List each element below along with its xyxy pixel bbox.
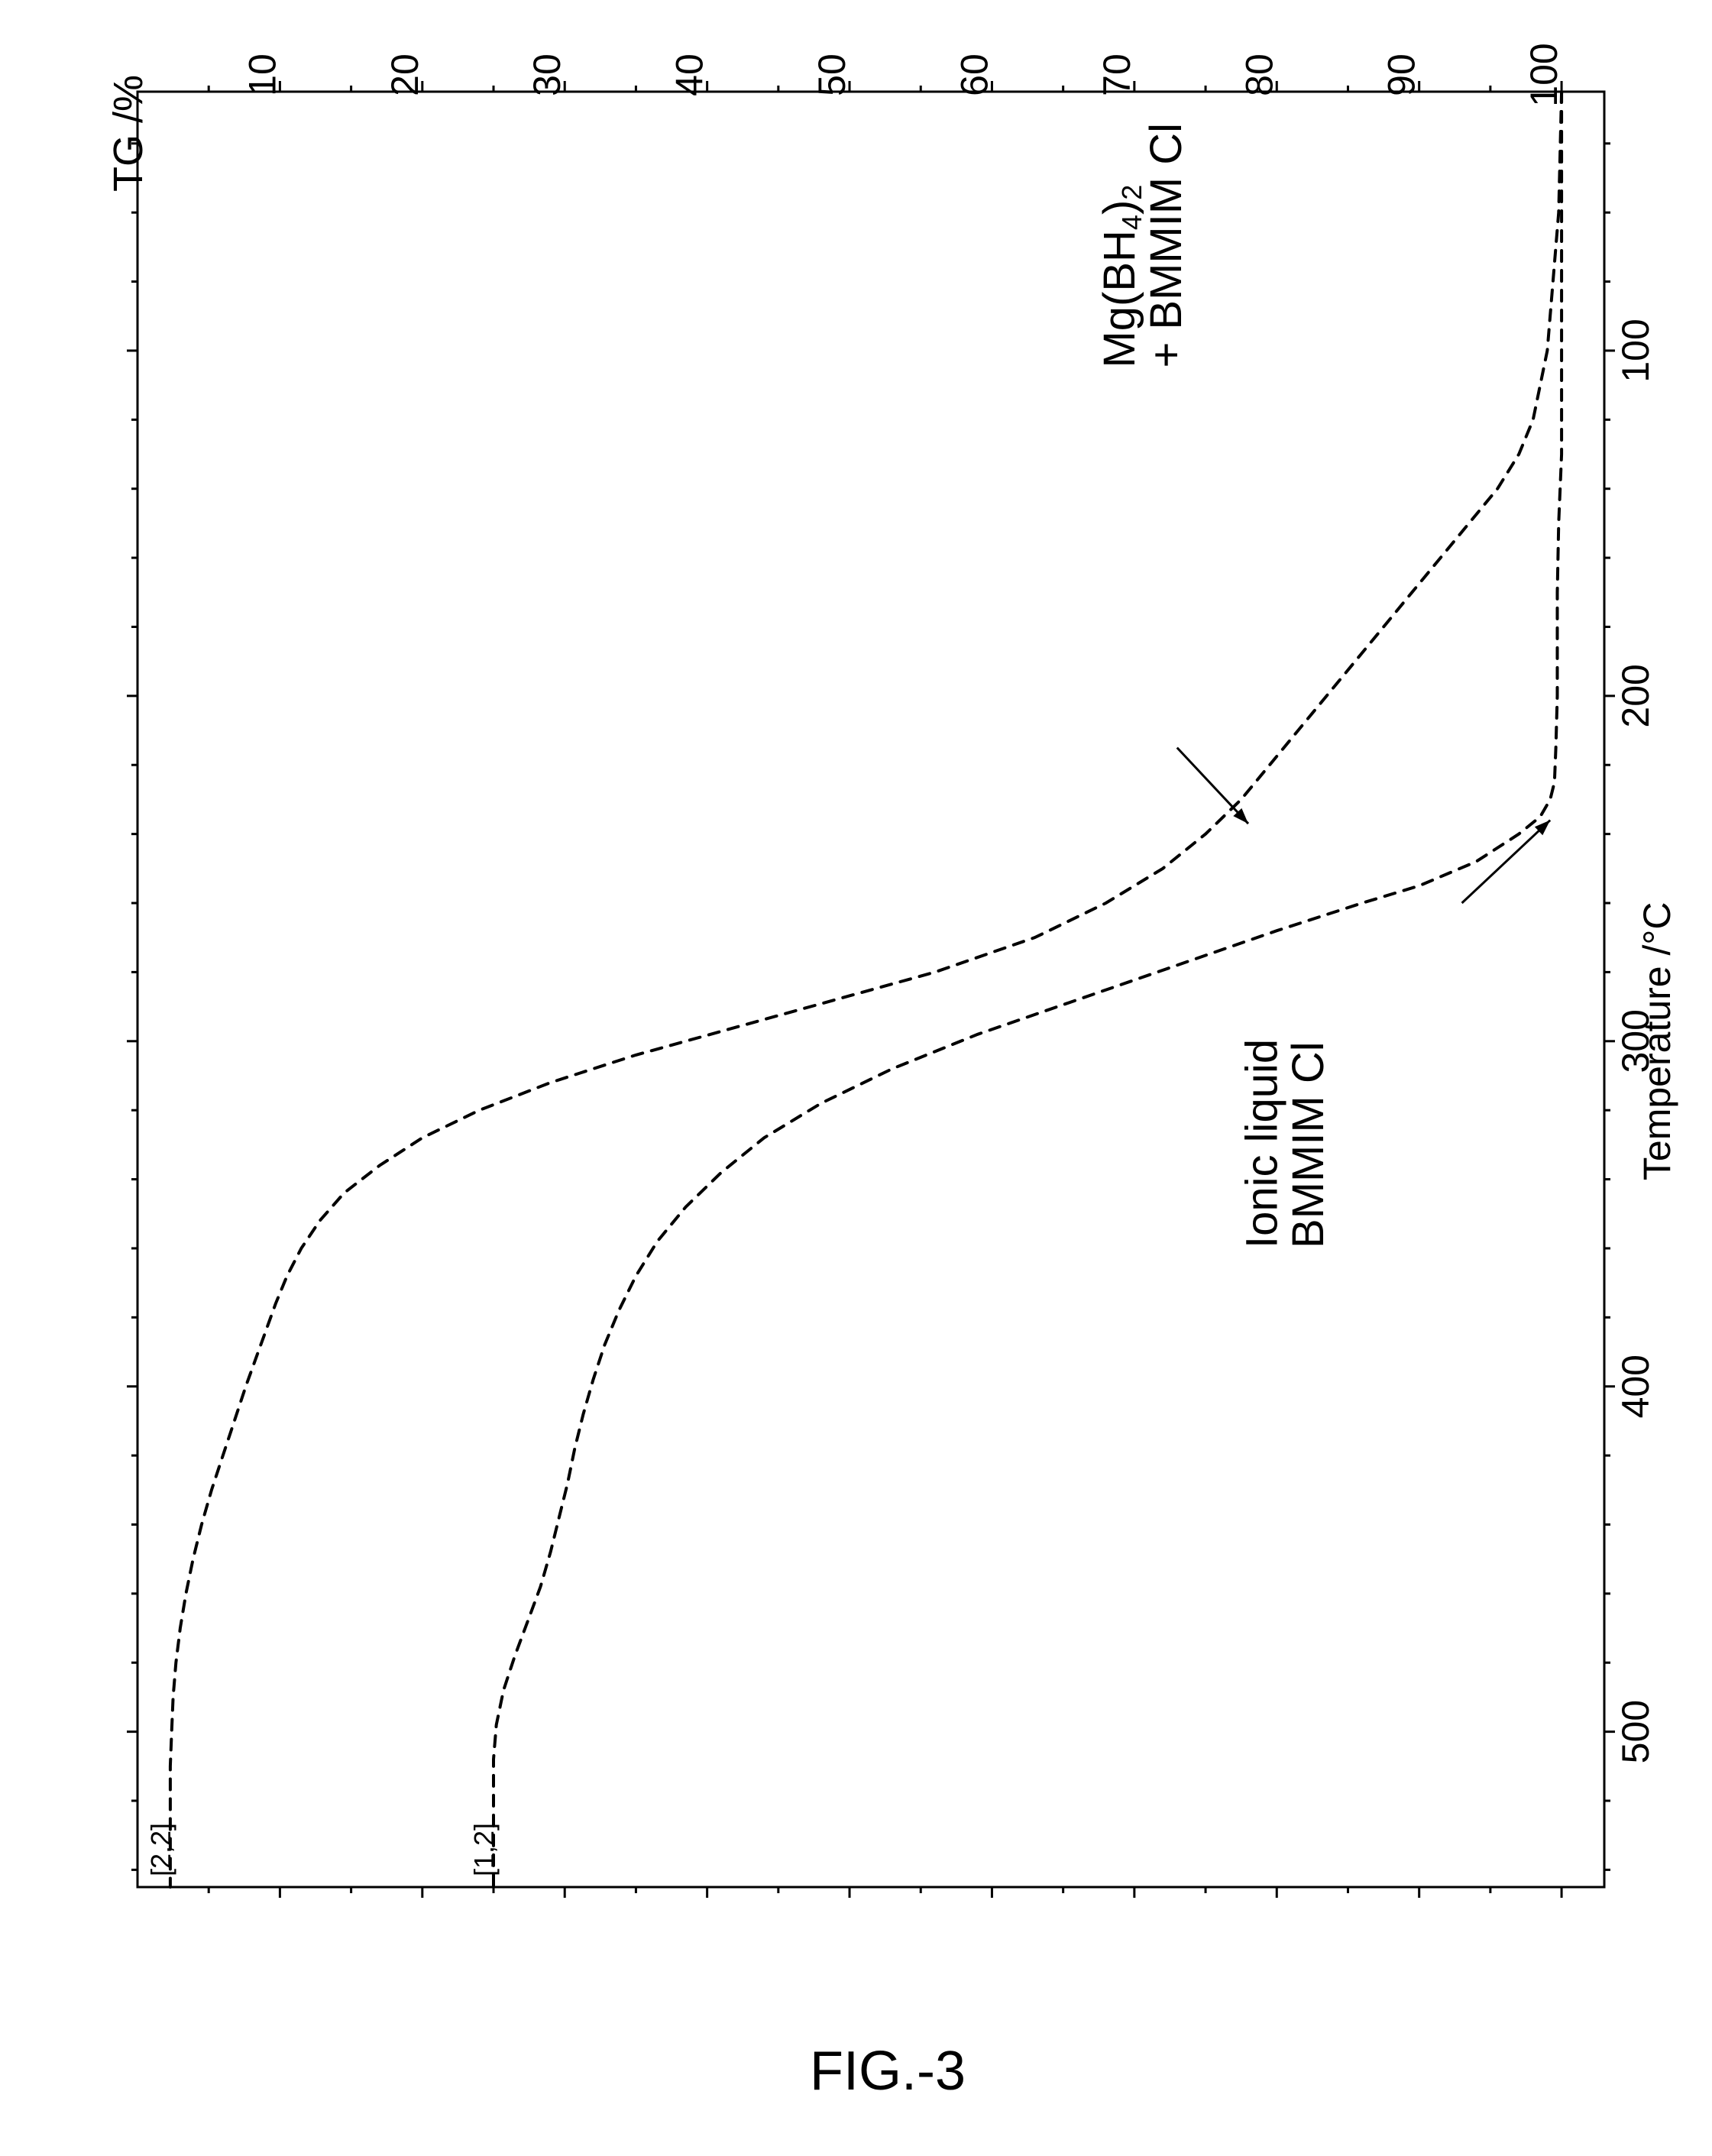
x-tick-label: 200 bbox=[1614, 664, 1657, 727]
y-tick-label: 60 bbox=[953, 53, 995, 96]
y-tick-label: 70 bbox=[1095, 53, 1138, 96]
y-tick-label: 80 bbox=[1238, 53, 1280, 96]
y-axis-label: TG /% bbox=[105, 75, 151, 192]
y-tick-label: 30 bbox=[526, 53, 568, 96]
series-label-bmmim_cl: Ionic liquidBMMIM Cl bbox=[1237, 1039, 1333, 1248]
y-tick-label: 90 bbox=[1380, 53, 1423, 96]
figure-caption: FIG.-3 bbox=[810, 2040, 966, 2103]
x-tick-label: 100 bbox=[1614, 319, 1657, 382]
svg-text:+ BMMIM Cl: + BMMIM Cl bbox=[1141, 123, 1191, 368]
svg-text:BMMIM Cl: BMMIM Cl bbox=[1283, 1041, 1333, 1248]
y-tick-label: 10 bbox=[241, 53, 283, 96]
series-end-tag-bmmim_cl: [1,2] bbox=[468, 1823, 500, 1876]
svg-text:Mg(BH4)2: Mg(BH4)2 bbox=[1095, 185, 1147, 368]
svg-text:Ionic liquid: Ionic liquid bbox=[1237, 1039, 1286, 1248]
y-tick-label: 100 bbox=[1523, 43, 1565, 106]
x-tick-label: 500 bbox=[1614, 1700, 1657, 1763]
x-axis-label: Temperature /°C bbox=[1636, 902, 1678, 1180]
series-end-tag-mg_bh4_bmmim: [2,2] bbox=[145, 1823, 176, 1876]
x-tick-label: 400 bbox=[1614, 1355, 1657, 1418]
y-tick-label: 40 bbox=[668, 53, 711, 96]
y-tick-label: 20 bbox=[384, 53, 426, 96]
tg-chart: 102030405060708090100TG /%10020030040050… bbox=[0, 0, 1712, 2156]
y-tick-label: 50 bbox=[811, 53, 853, 96]
